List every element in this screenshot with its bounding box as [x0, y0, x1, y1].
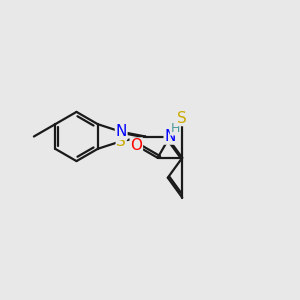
Text: N: N	[116, 124, 127, 139]
Text: O: O	[130, 138, 142, 153]
Text: N: N	[164, 129, 175, 144]
Text: H: H	[170, 122, 180, 135]
Text: S: S	[116, 134, 126, 149]
Text: S: S	[177, 110, 187, 125]
